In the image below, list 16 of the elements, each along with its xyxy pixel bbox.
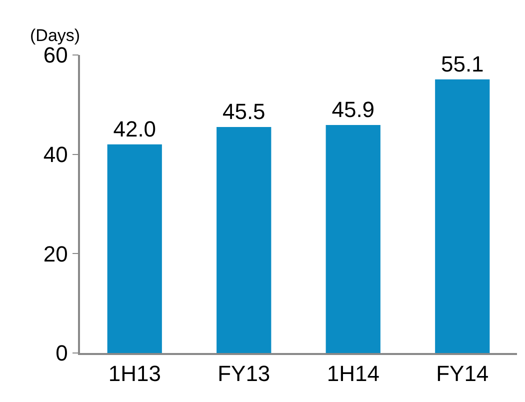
bar [107, 144, 162, 353]
bar [435, 79, 490, 353]
y-axis-title: (Days) [30, 26, 80, 45]
data-label: 45.9 [332, 97, 375, 122]
y-tick-label: 20 [43, 241, 68, 266]
x-tick-label: 1H13 [108, 361, 161, 386]
data-label: 42.0 [113, 116, 156, 142]
bar [326, 125, 380, 353]
data-label: 55.1 [440, 51, 484, 76]
bar [216, 127, 272, 353]
x-tick-label: FY13 [218, 361, 270, 386]
x-tick-label: 1H14 [326, 361, 380, 386]
y-tick-label: 0 [56, 340, 68, 366]
y-tick-label: 40 [43, 142, 68, 168]
data-label: 45.5 [222, 99, 266, 124]
x-tick-label: FY14 [436, 361, 489, 386]
